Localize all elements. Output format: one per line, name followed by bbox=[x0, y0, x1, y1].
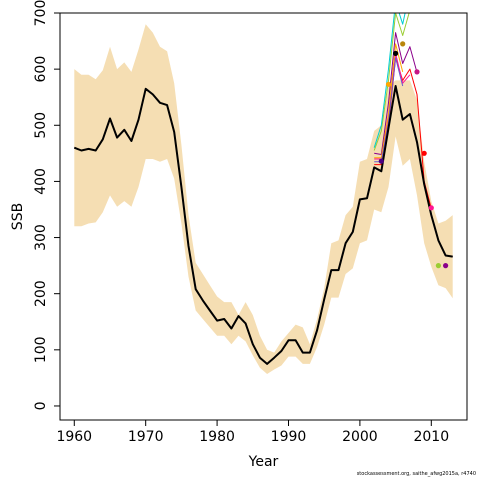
y-tick-label-300: 300 bbox=[33, 224, 49, 251]
x-tick-label-1960: 1960 bbox=[56, 429, 92, 445]
retro-series-line-6 bbox=[373, 13, 410, 151]
confidence-band bbox=[74, 24, 453, 374]
y-tick-label-700: 700 bbox=[33, 0, 49, 26]
y-tick-label-500: 500 bbox=[33, 112, 49, 139]
y-axis-label: SSB bbox=[10, 203, 26, 230]
retro-series-line-7 bbox=[373, 13, 406, 148]
endpoint-marker-2006 bbox=[400, 41, 406, 47]
x-axis-label: Year bbox=[248, 454, 279, 470]
plot-frame bbox=[59, 12, 468, 421]
x-tick-label-2010: 2010 bbox=[413, 429, 449, 445]
endpoint-marker-2010 bbox=[428, 205, 434, 211]
endpoint-marker-2009 bbox=[421, 150, 427, 156]
retro-series-line-2 bbox=[374, 32, 418, 155]
footer-credit: stockassessment.org, saithe_afwg2015a, r… bbox=[356, 471, 476, 477]
x-tick-label-2000: 2000 bbox=[342, 429, 378, 445]
main-ssb-line bbox=[73, 85, 453, 365]
y-tick-label-200: 200 bbox=[33, 280, 49, 307]
y-tick-label-0: 0 bbox=[33, 402, 49, 411]
series-lines-layer bbox=[73, 13, 453, 365]
endpoint-marker-2004 bbox=[385, 81, 392, 87]
y-tick-label-400: 400 bbox=[33, 168, 49, 195]
confidence-band-layer bbox=[74, 24, 453, 374]
x-tick-label-1990: 1990 bbox=[271, 429, 307, 445]
endpoint-markers-layer bbox=[378, 41, 449, 269]
endpoint-marker-2012 bbox=[443, 263, 449, 269]
y-tick-label-100: 100 bbox=[33, 336, 49, 363]
endpoint-marker-2008 bbox=[414, 69, 420, 75]
y-tick-label-600: 600 bbox=[33, 56, 49, 83]
endpoint-marker-2003 bbox=[378, 158, 384, 164]
x-tick-label-1980: 1980 bbox=[199, 429, 235, 445]
x-tick-label-1970: 1970 bbox=[128, 429, 164, 445]
axes-layer: 1960 1970 1980 1990 2000 2010 0 100 200 300 400 500… bbox=[33, 0, 449, 445]
endpoint-marker-2011 bbox=[435, 263, 441, 269]
endpoint-marker-2005 bbox=[393, 50, 399, 57]
